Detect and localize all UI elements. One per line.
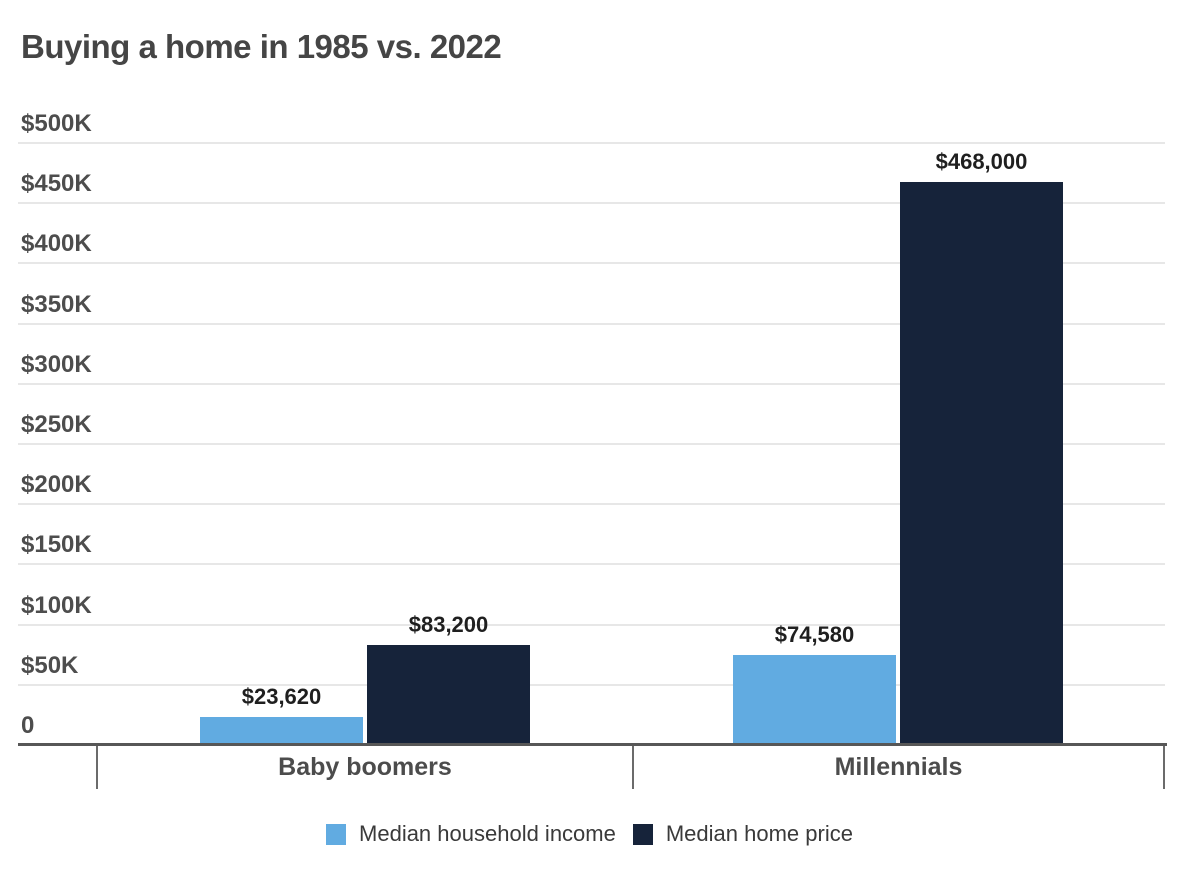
bar-value-label: $74,580 — [774, 622, 855, 648]
legend-label: Median household income — [359, 821, 616, 846]
y-axis-tick-label: $450K — [21, 170, 92, 198]
bar-median-household-income-baby-boomers — [200, 716, 363, 745]
legend-label: Median home price — [665, 821, 853, 846]
legend-item-median-household-income: Median household income — [326, 821, 616, 847]
x-axis-tick — [1163, 746, 1165, 789]
bar-value-label: $468,000 — [935, 148, 1028, 174]
bar-median-home-price-millennials — [900, 181, 1063, 745]
plot-area: 0 $50K $100K $150K $200K $250K $300K $350K $400K… — [18, 110, 1165, 745]
gridline — [18, 322, 1165, 325]
x-axis-line — [18, 743, 1167, 746]
legend-swatch-home-price — [632, 823, 653, 845]
y-axis-tick-label: $150K — [21, 531, 92, 559]
y-axis-tick-label: $300K — [21, 350, 92, 378]
legend-swatch-income — [326, 823, 347, 845]
y-axis-tick-label: $100K — [21, 591, 92, 619]
gridline — [18, 382, 1165, 385]
gridline — [18, 142, 1165, 144]
gridline — [18, 623, 1165, 626]
x-axis-tick — [632, 746, 634, 789]
x-axis-tick — [96, 746, 98, 789]
legend: Median household income Median home pric… — [0, 821, 1179, 847]
bar-value-label: $83,200 — [408, 611, 489, 637]
bar-median-household-income-millennials — [733, 655, 896, 745]
chart-title: Buying a home in 1985 vs. 2022 — [21, 28, 502, 65]
gridline — [18, 262, 1165, 265]
gridline — [18, 443, 1165, 445]
gridline — [18, 563, 1165, 566]
gridline — [18, 683, 1165, 686]
gridline — [18, 503, 1165, 506]
y-axis-tick-label: $200K — [21, 471, 92, 499]
y-axis-tick-label: 0 — [21, 712, 35, 739]
category-label-baby-boomers: Baby boomers — [278, 753, 452, 781]
bar-median-home-price-baby-boomers — [367, 644, 530, 745]
y-axis-tick-label: $250K — [21, 411, 92, 438]
legend-item-median-home-price: Median home price — [632, 821, 853, 847]
y-axis-tick-label: $500K — [21, 110, 92, 137]
y-axis-tick-label: $50K — [21, 651, 79, 679]
y-axis-tick-label: $400K — [21, 230, 92, 258]
gridline — [18, 202, 1165, 205]
bar-value-label: $23,620 — [241, 683, 322, 709]
category-label-millennials: Millennials — [834, 753, 963, 781]
y-axis-tick-label: $350K — [21, 290, 92, 318]
